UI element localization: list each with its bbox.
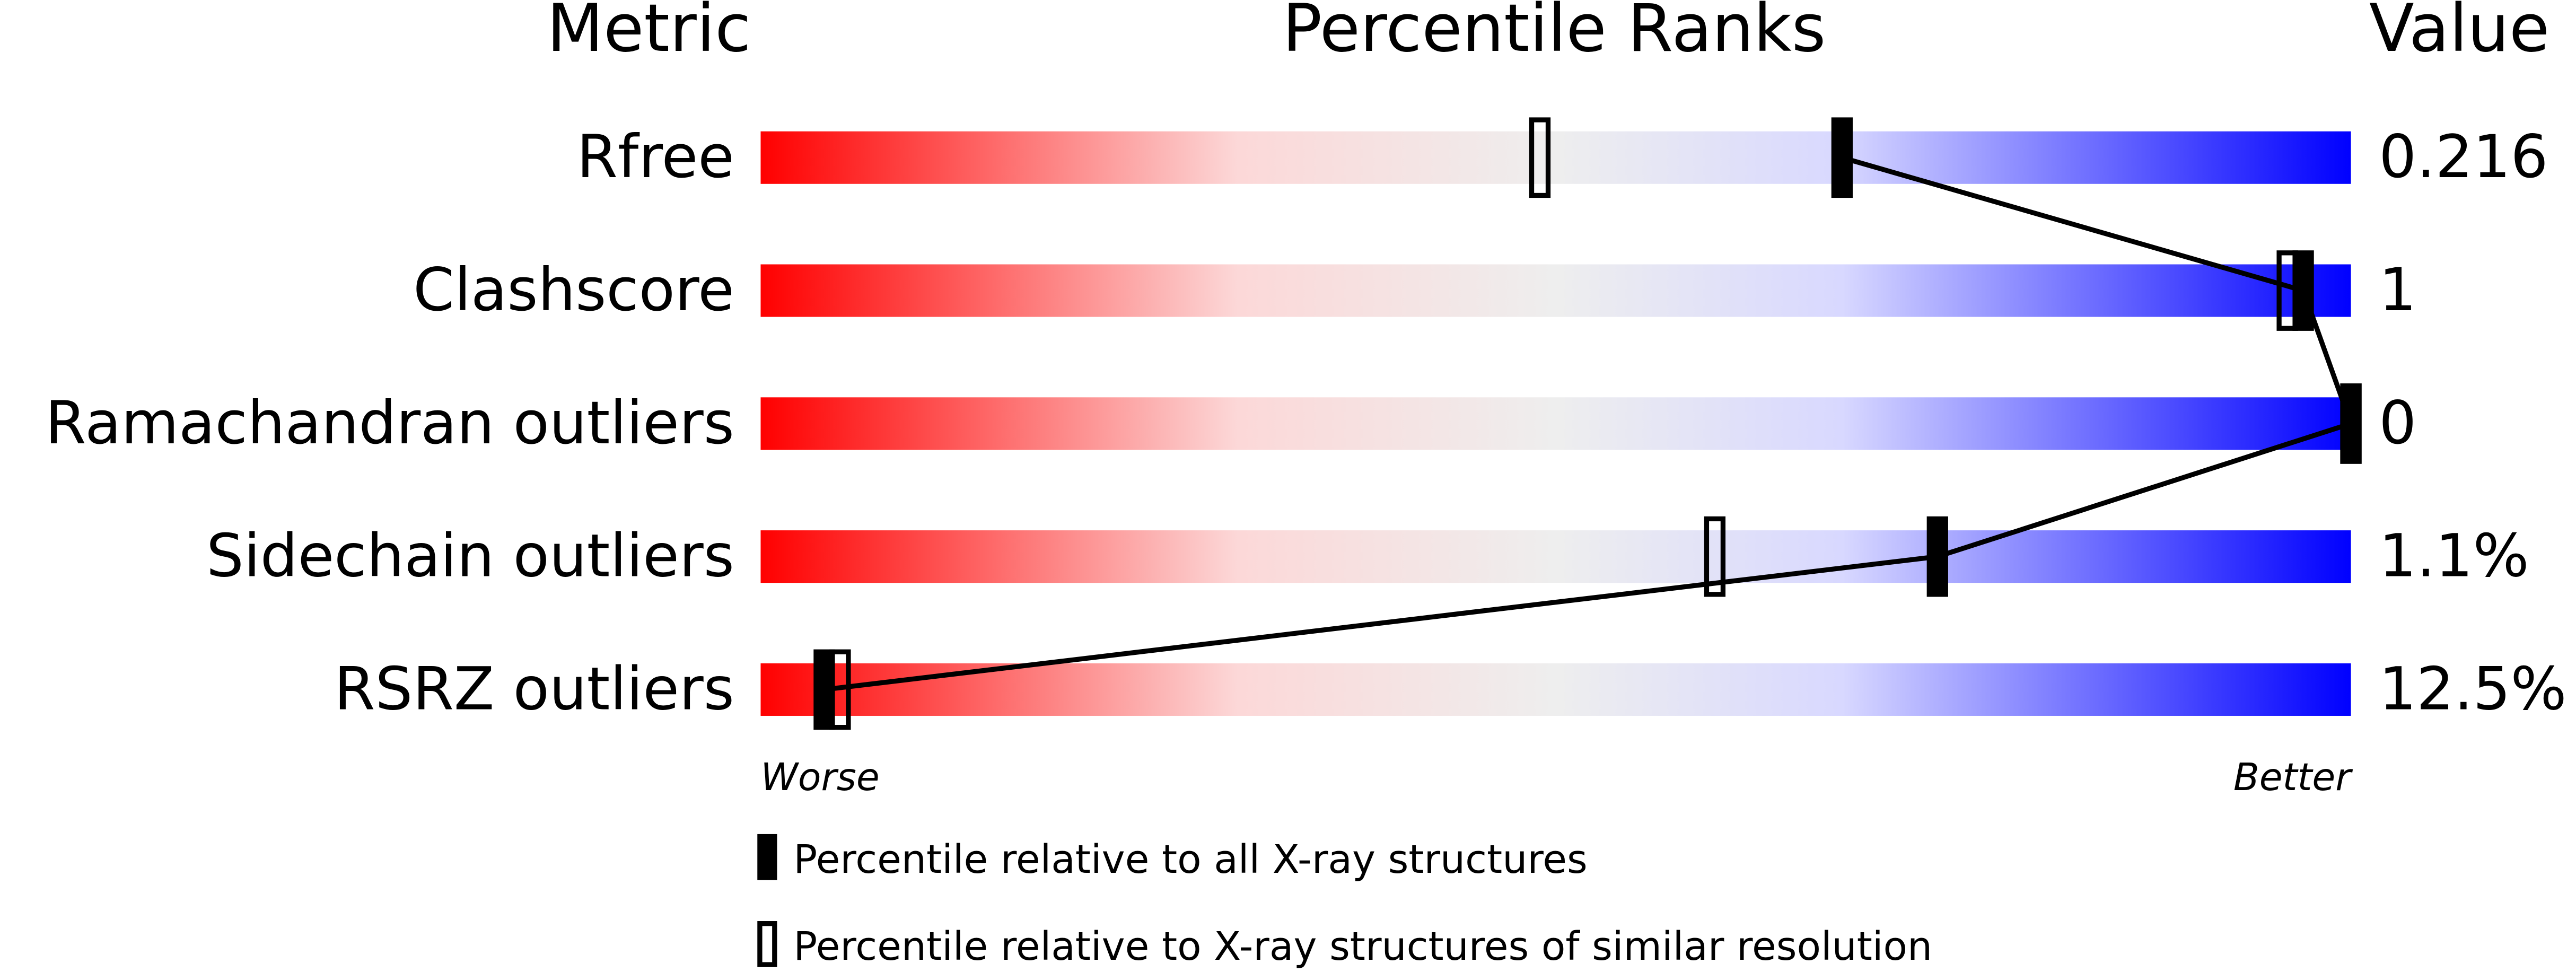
- metric-label: Ramachandran outliers: [45, 389, 734, 458]
- legend-label: Percentile relative to all X-ray structu…: [793, 836, 1587, 882]
- marker-all: [1831, 117, 1853, 198]
- percentile-bar: [760, 131, 2351, 184]
- chart-title: Percentile Ranks: [1282, 0, 1826, 67]
- marker-similar: [1529, 117, 1551, 198]
- percentile-bar: [760, 663, 2351, 716]
- percentile-bar: [760, 530, 2351, 583]
- percentile-bar: [760, 264, 2351, 317]
- metric-label: Clashscore: [413, 256, 734, 325]
- legend-swatch: [757, 921, 777, 967]
- legend-label: Percentile relative to X-ray structures …: [793, 923, 1932, 969]
- percentile-bar: [760, 397, 2351, 450]
- legend-swatch: [757, 834, 777, 880]
- marker-all: [2292, 250, 2314, 331]
- metric-value: 1: [2379, 256, 2416, 325]
- value-header: Value: [2369, 0, 2549, 67]
- marker-all: [2340, 383, 2362, 464]
- category-header: Metric: [547, 0, 751, 67]
- marker-similar: [1704, 516, 1726, 597]
- marker-all: [813, 649, 835, 730]
- better-label: Better: [2233, 755, 2353, 799]
- metric-value: 1.1%: [2379, 522, 2529, 591]
- metric-label: RSRZ outliers: [334, 655, 734, 723]
- metric-label: Rfree: [576, 123, 734, 191]
- metric-value: 0.216: [2379, 123, 2548, 191]
- worse-label: Worse: [760, 755, 879, 799]
- marker-all: [1926, 516, 1948, 597]
- metric-label: Sidechain outliers: [206, 522, 734, 591]
- metric-value: 0: [2379, 389, 2416, 458]
- metric-value: 12.5%: [2379, 655, 2566, 723]
